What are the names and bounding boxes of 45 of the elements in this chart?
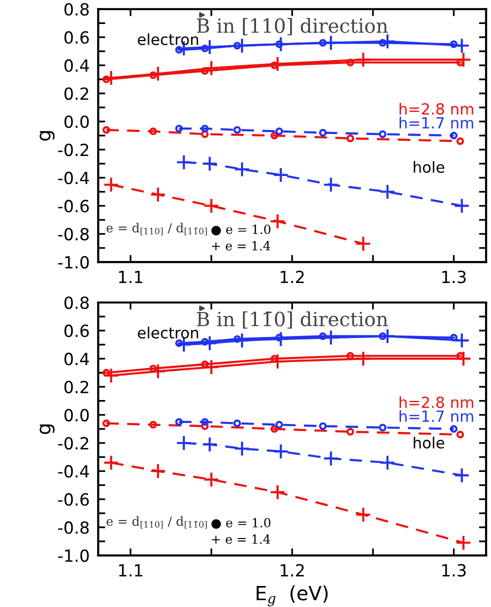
annotation: ● e = 1.0 xyxy=(211,224,270,236)
y-tick-label: -0.4 xyxy=(58,172,89,184)
annotation: h=2.8 nm xyxy=(400,102,474,115)
annotation: hole xyxy=(414,161,444,173)
y-tick-label: -1.0 xyxy=(58,256,89,269)
y-tick-label: -0.6 xyxy=(58,200,89,212)
annotation: hole xyxy=(414,436,444,449)
y-tick-label: 0.0 xyxy=(64,115,89,128)
x-axis-title: E$_{g}$ (eV) xyxy=(256,585,328,606)
y-tick-label: 0.2 xyxy=(64,87,88,100)
y-tick-label: -0.4 xyxy=(58,465,89,478)
y-tick-label: 0.2 xyxy=(64,380,88,394)
y-tick-label: -0.8 xyxy=(58,228,89,240)
chart-title: B in [110] direction xyxy=(196,18,388,36)
annotation: h=1.7 nm xyxy=(400,116,474,128)
annotation: ● e = 1.0 xyxy=(211,518,270,529)
annotation: electron xyxy=(138,326,198,339)
x-tick-label: 1.2 xyxy=(280,564,304,576)
y-tick-label: 0.8 xyxy=(64,3,89,16)
y-tick-label: 0.0 xyxy=(64,408,89,422)
chart-title: B in [11̄0] direction xyxy=(196,311,388,329)
y-tick-label: 0.6 xyxy=(64,324,89,338)
annotation: + e = 1.4 xyxy=(212,534,270,544)
annotation: e = d$_{[110]}$ / d$_{[11̄0]}$ xyxy=(106,516,207,529)
x-tick-label: 1.3 xyxy=(442,564,466,577)
y-tick-label: 0.6 xyxy=(64,31,89,44)
x-tick-label: 1.2 xyxy=(280,270,304,284)
y-tick-label: 0.4 xyxy=(64,352,89,366)
y-axis-title: g xyxy=(40,424,55,434)
annotation: e = d$_{[110]}$ / d$_{[11̄0]}$ xyxy=(106,222,207,236)
y-tick-label: -1.0 xyxy=(58,549,89,562)
annotation: + e = 1.4 xyxy=(212,241,270,250)
x-tick-label: 1.1 xyxy=(119,564,142,576)
y-tick-label: -0.8 xyxy=(58,521,89,534)
annotation: h=2.8 nm xyxy=(400,396,474,408)
y-axis-title: g xyxy=(40,131,55,141)
y-tick-label: -0.2 xyxy=(58,436,88,450)
y-tick-label: -0.2 xyxy=(58,144,88,156)
y-tick-label: -0.6 xyxy=(58,493,89,506)
annotation: electron xyxy=(138,33,198,46)
y-tick-label: 0.8 xyxy=(64,296,89,310)
x-tick-label: 1.3 xyxy=(442,270,466,284)
annotation: h=1.7 nm xyxy=(400,410,474,422)
y-tick-label: 0.4 xyxy=(64,59,89,72)
x-tick-label: 1.1 xyxy=(119,270,142,284)
